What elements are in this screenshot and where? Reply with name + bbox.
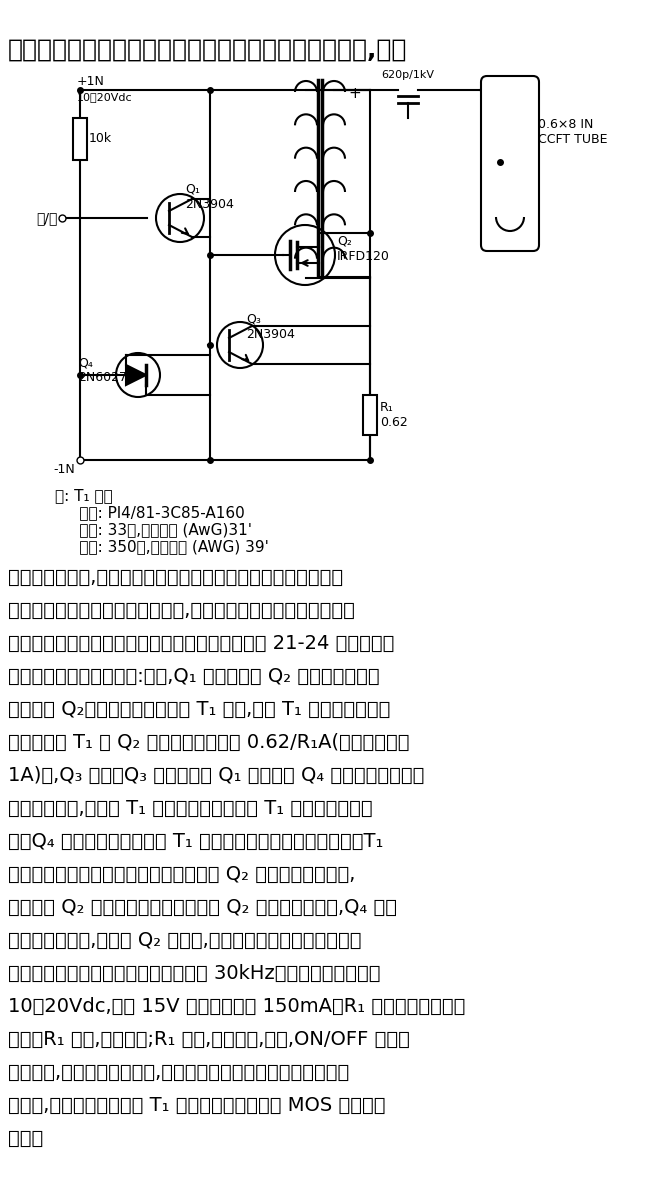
- Bar: [363, 395, 377, 435]
- Text: 10～20Vdc: 10～20Vdc: [77, 92, 133, 102]
- Text: R₁
0.62: R₁ 0.62: [380, 401, 408, 429]
- Text: 种镇流器。工作原理如下:起始,Q₁ 的发射极给 Q₂ 的门极提供高电: 种镇流器。工作原理如下:起始,Q₁ 的发射极给 Q₂ 的门极提供高电: [8, 667, 380, 686]
- Text: Q₃
2N3904: Q₃ 2N3904: [246, 313, 295, 340]
- Text: 1A)时,Q₃ 导通。Q₃ 的集电极把 Q₁ 的基极和 Q₄ 的基极的电平拉向: 1A)时,Q₃ 导通。Q₃ 的集电极把 Q₁ 的基极和 Q₄ 的基极的电平拉向: [8, 766, 424, 785]
- Text: 10～20Vdc,电压 15V 时工作电流为 150mA。R₁ 的值决定日光灯的: 10～20Vdc,电压 15V 时工作电流为 150mA。R₁ 的值决定日光灯的: [8, 997, 465, 1015]
- Text: 管。Q₄ 将锁定此种状态直至 T₁ 把储存的能量全部释放给灯管。T₁: 管。Q₄ 将锁定此种状态直至 T₁ 把储存的能量全部释放给灯管。T₁: [8, 832, 383, 851]
- Text: 器件参数见图中。变换器的谐振频率为 30kHz。电路的输入电压为: 器件参数见图中。变换器的谐振频率为 30kHz。电路的输入电压为: [8, 964, 381, 982]
- Text: 开/关: 开/关: [36, 211, 58, 225]
- Text: 灯供电,只需以倍数来放大 T₁ 的储能量和高功率的 MOS 管就可以: 灯供电,只需以倍数来放大 T₁ 的储能量和高功率的 MOS 管就可以: [8, 1096, 385, 1116]
- Text: 中的电流然后以轻微谐振的方式反向流过 Q₂ 的体内反并二极管,: 中的电流然后以轻微谐振的方式反向流过 Q₂ 的体内反并二极管,: [8, 865, 355, 884]
- Text: Q₁
2N3904: Q₁ 2N3904: [185, 183, 234, 211]
- Text: 只要接地,本电路就停止工作,它相当于一个开关。若要给大的日光: 只要接地,本电路就停止工作,它相当于一个开关。若要给大的日光: [8, 1063, 349, 1083]
- Text: 专用芯片可利用,但有很多场合的日光灯并不需要价格昂贵和结构: 专用芯片可利用,但有很多场合的日光灯并不需要价格昂贵和结构: [8, 568, 343, 587]
- Text: Q₂
IRFD120: Q₂ IRFD120: [337, 234, 390, 263]
- Text: 低电平。此时,储存在 T₁ 原边中的能量传送到 T₁ 的副边并点燃灯: 低电平。此时,储存在 T₁ 原边中的能量传送到 T₁ 的副边并点燃灯: [8, 799, 373, 818]
- Bar: [73, 118, 87, 160]
- Text: Q₄
2N6027: Q₄ 2N6027: [78, 356, 127, 384]
- Text: 实现。: 实现。: [8, 1129, 43, 1149]
- Text: 10k: 10k: [89, 132, 112, 146]
- Text: 极也达到反偏压,以释放 Q₂ 的门极,为下一次循环工作做准备。元: 极也达到反偏压,以释放 Q₂ 的门极,为下一次循环工作做准备。元: [8, 931, 361, 949]
- Text: 从而引起 Q₂ 的门极少许负偏压。由于 Q₂ 分布电容的作用,Q₄ 的阳: 从而引起 Q₂ 的门极少许负偏压。由于 Q₂ 分布电容的作用,Q₄ 的阳: [8, 898, 397, 916]
- Text: 次级: 350匝,美国线规 (AWG) 39': 次级: 350匝,美国线规 (AWG) 39': [55, 540, 269, 554]
- Text: 复杂的双开关管谐振的电子镇流器,诸如电子夜光灯等。在这些场合: 复杂的双开关管谐振的电子镇流器,诸如电子夜光灯等。在这些场合: [8, 601, 355, 620]
- Polygon shape: [126, 365, 146, 385]
- Text: 磁芯: Pl4/81-3C85-A160: 磁芯: Pl4/81-3C85-A160: [55, 505, 245, 519]
- Text: 可以设计出低成本、小功率的新型电子镇流器。图 21-24 所示即为这: 可以设计出低成本、小功率的新型电子镇流器。图 21-24 所示即为这: [8, 634, 394, 653]
- Text: 620p/1kV: 620p/1kV: [381, 70, 434, 80]
- Text: 注: T₁ 设计: 注: T₁ 设计: [55, 488, 113, 503]
- Text: 不少的设计者已经发表了许多冷阴极日光灯电子镇流器,并有: 不少的设计者已经发表了许多冷阴极日光灯电子镇流器,并有: [8, 38, 407, 62]
- Text: 亮度。R₁ 增大,亮度变小;R₁ 减小,亮度增加,另外,ON/OFF 引线端: 亮度。R₁ 增大,亮度变小;R₁ 减小,亮度增加,另外,ON/OFF 引线端: [8, 1030, 410, 1048]
- Text: -1N: -1N: [53, 463, 75, 476]
- Text: 平来开通 Q₂。然后电流经变压器 T₁ 上升,此时 T₁ 起的作用更象电: 平来开通 Q₂。然后电流经变压器 T₁ 上升,此时 T₁ 起的作用更象电: [8, 700, 391, 719]
- FancyBboxPatch shape: [481, 77, 539, 251]
- Text: 感。当通过 T₁ 和 Q₂ 的电流上升到近似 0.62/R₁A(本设计近似为: 感。当通过 T₁ 和 Q₂ 的电流上升到近似 0.62/R₁A(本设计近似为: [8, 733, 410, 752]
- Text: +1N: +1N: [77, 75, 105, 88]
- Text: 初级: 33匝,美国线规 (AwG)31': 初级: 33匝,美国线规 (AwG)31': [55, 522, 252, 537]
- Text: +: +: [348, 86, 361, 101]
- Text: 0.6×8 IN
CCFT TUBE: 0.6×8 IN CCFT TUBE: [538, 118, 607, 146]
